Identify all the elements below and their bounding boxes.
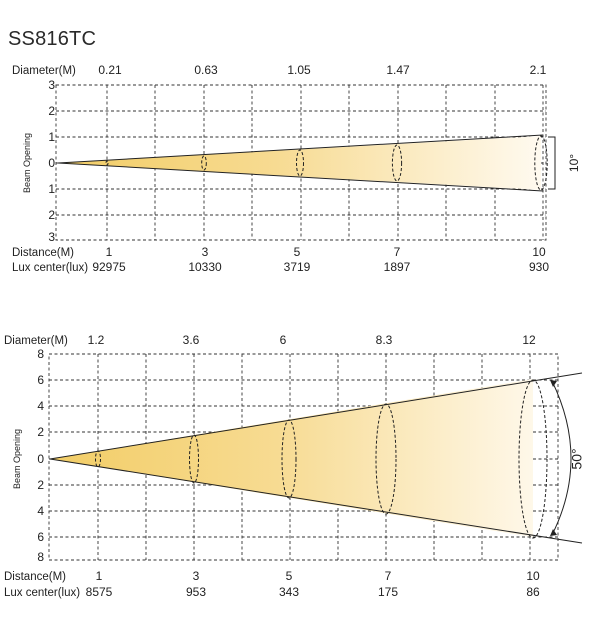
- beam-ellipse: [375, 403, 397, 515]
- distance-value: 5: [294, 245, 301, 259]
- beam-edge-lower: [57, 162, 544, 192]
- diameter-value: 1.05: [287, 63, 311, 77]
- beam-edge-upper: [57, 134, 544, 164]
- y-tick-label: 0: [48, 156, 55, 170]
- distance-label: Distance(M): [12, 247, 74, 259]
- lux-label: Lux center(lux): [12, 262, 88, 274]
- distance-label: Distance(M): [4, 571, 66, 583]
- y-tick-label: 2: [37, 425, 44, 439]
- beam-angle-arc: [551, 380, 572, 536]
- y-tick-label: 3: [48, 78, 55, 92]
- diameter-value: 0.63: [194, 63, 218, 77]
- diameter-value: 2.1: [530, 63, 547, 77]
- y-tick-label: 6: [37, 373, 44, 387]
- y-tick-label: 6: [37, 530, 44, 544]
- beam-cone: [50, 379, 533, 537]
- lux-value: 3719: [284, 260, 311, 274]
- distance-value: 5: [286, 569, 293, 583]
- diameter-value: 12: [522, 333, 536, 347]
- distance-value: 7: [385, 569, 392, 583]
- arrow-head-icon: [550, 529, 557, 536]
- beam-edge-lower: [49, 458, 583, 544]
- y-tick-label: 2: [48, 104, 55, 118]
- y-tick-label: 4: [37, 504, 44, 518]
- y-tick-label: 8: [37, 550, 44, 564]
- lux-value: 86: [526, 585, 540, 599]
- distance-value: 10: [532, 245, 546, 259]
- lux-value: 10330: [188, 260, 222, 274]
- beam-ellipse: [296, 149, 304, 177]
- diameter-value: 1.2: [88, 333, 105, 347]
- beam-diagram-narrow: 10°Diameter(M) 0.21 0.63 1.05 1.47 2.13210123…: [12, 63, 581, 274]
- distance-value: 10: [526, 569, 540, 583]
- diameter-label: Diameter(M): [12, 65, 76, 77]
- distance-value: 1: [106, 245, 113, 259]
- lux-value: 930: [529, 260, 549, 274]
- y-tick-label: 1: [48, 130, 55, 144]
- beam-opening-label: Beam Opening: [22, 133, 32, 193]
- beam-ellipse: [189, 434, 199, 484]
- beam-angle-label: 50°: [569, 448, 585, 469]
- beam-ellipse: [534, 135, 548, 191]
- beam-diagram-wide: 50°Diameter(M) 1.2 3.6 6 8.3 12864202468Beam …: [4, 333, 585, 599]
- lux-value: 92975: [92, 260, 126, 274]
- y-tick-label: 8: [37, 347, 44, 361]
- y-tick-label: 3: [48, 230, 55, 244]
- distance-value: 7: [394, 245, 401, 259]
- beam-ellipse: [95, 450, 101, 468]
- beam-ellipse: [201, 155, 207, 171]
- y-tick-label: 4: [37, 399, 44, 413]
- beam-opening-label: Beam Opening: [12, 429, 22, 489]
- diameter-value: 1.47: [386, 63, 410, 77]
- page-title: SS816TC: [8, 28, 97, 50]
- lux-value: 175: [378, 585, 398, 599]
- lux-value: 1897: [384, 260, 411, 274]
- diameter-value: 6: [280, 333, 287, 347]
- diameter-value: 0.21: [98, 63, 122, 77]
- distance-value: 3: [202, 245, 209, 259]
- beam-ellipse: [105, 160, 109, 166]
- y-tick-label: 0: [37, 452, 44, 466]
- lux-value: 8575: [86, 585, 113, 599]
- diameter-value: 3.6: [183, 333, 200, 347]
- distance-value: 3: [193, 569, 200, 583]
- diameter-value: 8.3: [376, 333, 393, 347]
- lux-value: 953: [186, 585, 206, 599]
- distance-value: 1: [96, 569, 103, 583]
- beam-ellipse: [518, 379, 548, 539]
- arrow-head-icon: [550, 380, 557, 387]
- lux-value: 343: [279, 585, 299, 599]
- beam-ellipse: [281, 419, 297, 499]
- beam-angle-label: 10°: [567, 154, 581, 172]
- beam-cone: [58, 136, 541, 190]
- lux-label: Lux center(lux): [4, 587, 80, 599]
- diameter-label: Diameter(M): [4, 335, 68, 347]
- y-tick-label: 1: [48, 182, 55, 196]
- beam-ellipse: [391, 144, 403, 182]
- beam-angle-bracket: [548, 136, 556, 190]
- y-tick-label: 2: [37, 478, 44, 492]
- grid-frame: [48, 353, 559, 561]
- beam-edge-upper: [49, 372, 583, 460]
- y-tick-label: 2: [48, 208, 55, 222]
